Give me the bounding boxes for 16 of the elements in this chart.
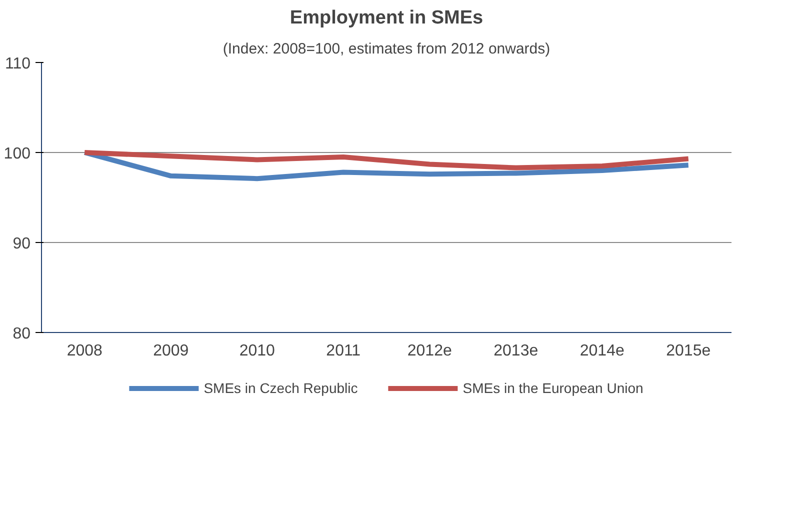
- legend-label: SMEs in the European Union: [462, 380, 644, 396]
- y-tick-label: 110: [4, 56, 31, 72]
- y-tick-label: 80: [12, 326, 31, 342]
- chart-subtitle: (Index: 2008=100, estimates from 2012 onwards): [222, 40, 550, 58]
- x-tick-label: 2010: [239, 342, 276, 360]
- x-tick-label: 2009: [153, 342, 189, 360]
- x-tick-label: 2008: [66, 342, 103, 360]
- x-tick-label: 2015e: [666, 342, 711, 360]
- x-tick-label: 2013e: [494, 342, 538, 360]
- chart-title: Employment in SMEs: [290, 8, 484, 28]
- legend-label: SMEs in Czech Republic: [204, 380, 358, 396]
- x-tick-label: 2014e: [580, 342, 624, 360]
- y-tick-label: 90: [12, 236, 31, 252]
- x-tick-label: 2011: [326, 342, 361, 360]
- x-tick-label: 2012e: [407, 342, 452, 360]
- y-tick-label: 100: [4, 146, 31, 162]
